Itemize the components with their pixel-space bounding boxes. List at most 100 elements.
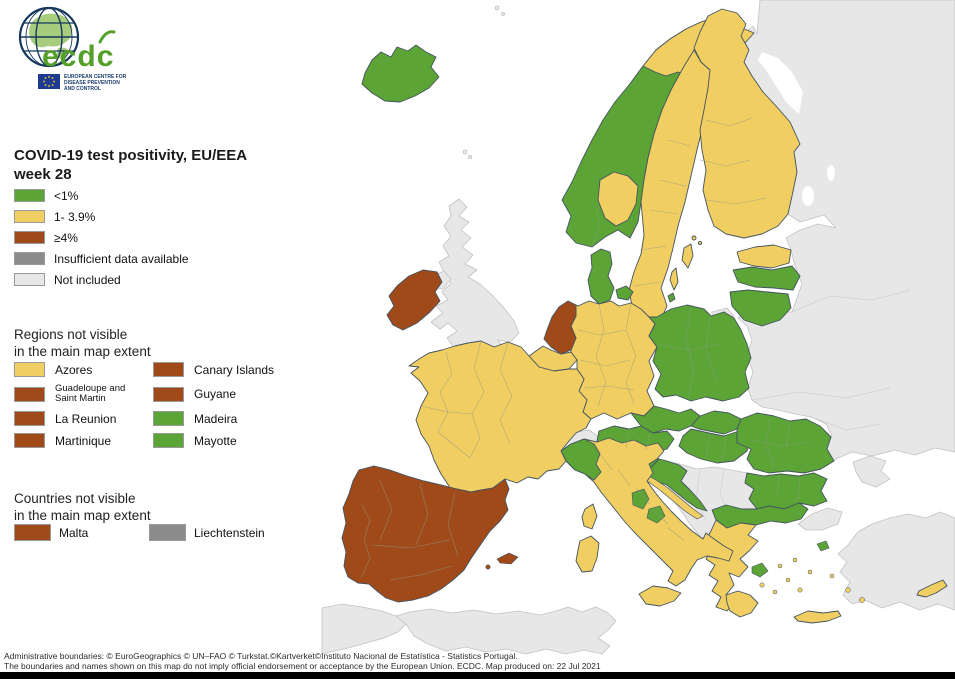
region-swatch-mayotte <box>153 433 184 448</box>
non-eu-internal-borders <box>695 289 911 521</box>
region-borders <box>360 117 811 581</box>
island-sardinia <box>575 535 600 573</box>
region-peloponnese <box>725 590 759 618</box>
shetland-islands <box>494 5 505 16</box>
legend-label: <1% <box>54 188 79 203</box>
org-name-line1: EUROPEAN CENTRE FOR <box>64 74 127 80</box>
denmark-islands <box>615 285 634 301</box>
countries-legend: Malta Liechtenstein <box>14 524 265 541</box>
regions-header-line1: Regions not visible <box>14 327 128 342</box>
region-label: Mayotte <box>194 433 237 448</box>
island-bornholm <box>667 292 676 303</box>
regions-header-line2: in the main map extent <box>14 344 151 359</box>
footer-disclaimer: The boundaries and names shown on this m… <box>4 661 601 671</box>
country-poland <box>648 304 752 402</box>
country-france <box>408 340 592 497</box>
faroe-islands <box>462 149 472 159</box>
country-turkey-thrace <box>797 507 843 531</box>
island-gotland <box>681 243 694 269</box>
country-slovakia <box>690 410 742 435</box>
legend-swatch-not-included <box>14 273 45 286</box>
legend-swatch-mid <box>14 210 45 223</box>
countries-header-line1: Countries not visible <box>14 491 136 506</box>
island-sicily <box>638 585 682 607</box>
footer-attribution: Administrative boundaries: © EuroGeograp… <box>4 651 518 661</box>
country-bulgaria <box>744 472 828 510</box>
region-label: Guyane <box>194 387 237 401</box>
bottom-bar <box>0 672 955 679</box>
legend-label: 1- 3.9% <box>54 209 96 224</box>
region-label: Guadeloupe and Saint Martin <box>55 383 126 404</box>
legend: <1% 1- 3.9% ≥4% Insufficient data availa… <box>14 189 189 294</box>
legend-item: <1% <box>14 188 189 203</box>
ecdc-wordmark: ecdc <box>42 40 114 73</box>
country-label: Liechtenstein <box>194 525 265 540</box>
legend-swatch-ge4 <box>14 231 45 244</box>
regions-section-header: Regions not visible in the main map exte… <box>14 326 151 360</box>
region-attica <box>751 562 769 578</box>
country-finland <box>693 8 801 239</box>
region-swatch-guadeloupe <box>14 386 45 402</box>
region-umbria <box>631 488 650 510</box>
legend-label: ≥4% <box>54 230 78 245</box>
region-swatch-guyane <box>153 386 184 402</box>
aegean-islands <box>759 557 865 603</box>
island-ibiza <box>485 564 491 570</box>
country-latvia <box>732 265 801 291</box>
region-swatch-madeira <box>153 411 184 426</box>
country-cyprus <box>916 579 948 598</box>
legend-label: Not included <box>54 272 121 287</box>
lake-onega <box>827 165 835 181</box>
region-label: Azores <box>55 362 93 377</box>
region-label: Martinique <box>55 433 112 448</box>
region-swatch-azores <box>14 362 45 377</box>
ecdc-logo: ecdc EUROPEAN CENTRE FOR DISEASE PREVENT… <box>18 6 127 92</box>
region-label: La Reunion <box>55 411 117 426</box>
eu-flag-icon <box>38 74 60 89</box>
country-morocco <box>321 603 407 655</box>
region-swatch-canary-islands <box>153 362 184 377</box>
country-romania <box>736 412 835 474</box>
country-label: Malta <box>59 525 89 540</box>
country-netherlands <box>543 300 577 355</box>
island-oland <box>669 267 679 291</box>
country-turkey <box>837 511 955 611</box>
country-estonia <box>736 244 792 269</box>
globe-icon <box>18 6 80 68</box>
country-algeria-tunisia <box>395 606 617 655</box>
country-iceland <box>361 44 440 103</box>
ecdc-d-swash <box>98 30 116 44</box>
legend-item: Insufficient data available <box>14 251 189 266</box>
org-name-line3: AND CONTROL <box>64 86 101 92</box>
map-title: COVID-19 test positivity, EU/EEA week 28 <box>14 146 247 184</box>
region-norway-inland <box>597 171 639 227</box>
country-swatch-liechtenstein <box>149 524 186 541</box>
country-denmark <box>587 248 615 305</box>
legend-item: ≥4% <box>14 230 189 245</box>
region-croatia-coast <box>640 473 704 520</box>
legend-label: Insufficient data available <box>54 251 189 266</box>
lake-ladoga <box>802 186 814 206</box>
countries-header-line2: in the main map extent <box>14 508 151 523</box>
regions-legend: Azores Canary Islands Guadeloupe and Sai… <box>14 362 274 448</box>
region-swatch-martinique <box>14 433 45 448</box>
legend-swatch-lt1 <box>14 189 45 202</box>
countries-section-header: Countries not visible in the main map ex… <box>14 490 151 524</box>
region-label: Canary Islands <box>194 362 275 377</box>
country-hungary <box>678 428 752 464</box>
aland-islands <box>691 235 703 246</box>
region-swatch-la-reunion <box>14 411 45 426</box>
island-lesbos <box>816 540 830 552</box>
map-title-line1: COVID-19 test positivity, EU/EEA <box>14 147 248 164</box>
island-corsica <box>581 503 598 530</box>
legend-item: 1- 3.9% <box>14 209 189 224</box>
island-crete <box>793 610 842 624</box>
country-spain-portugal <box>341 465 510 603</box>
country-ireland <box>386 269 443 331</box>
islands-balearic <box>496 552 519 565</box>
map-title-line2: week 28 <box>14 166 72 183</box>
org-name-line2: DISEASE PREVENTION <box>64 80 120 86</box>
region-molise <box>646 505 666 524</box>
